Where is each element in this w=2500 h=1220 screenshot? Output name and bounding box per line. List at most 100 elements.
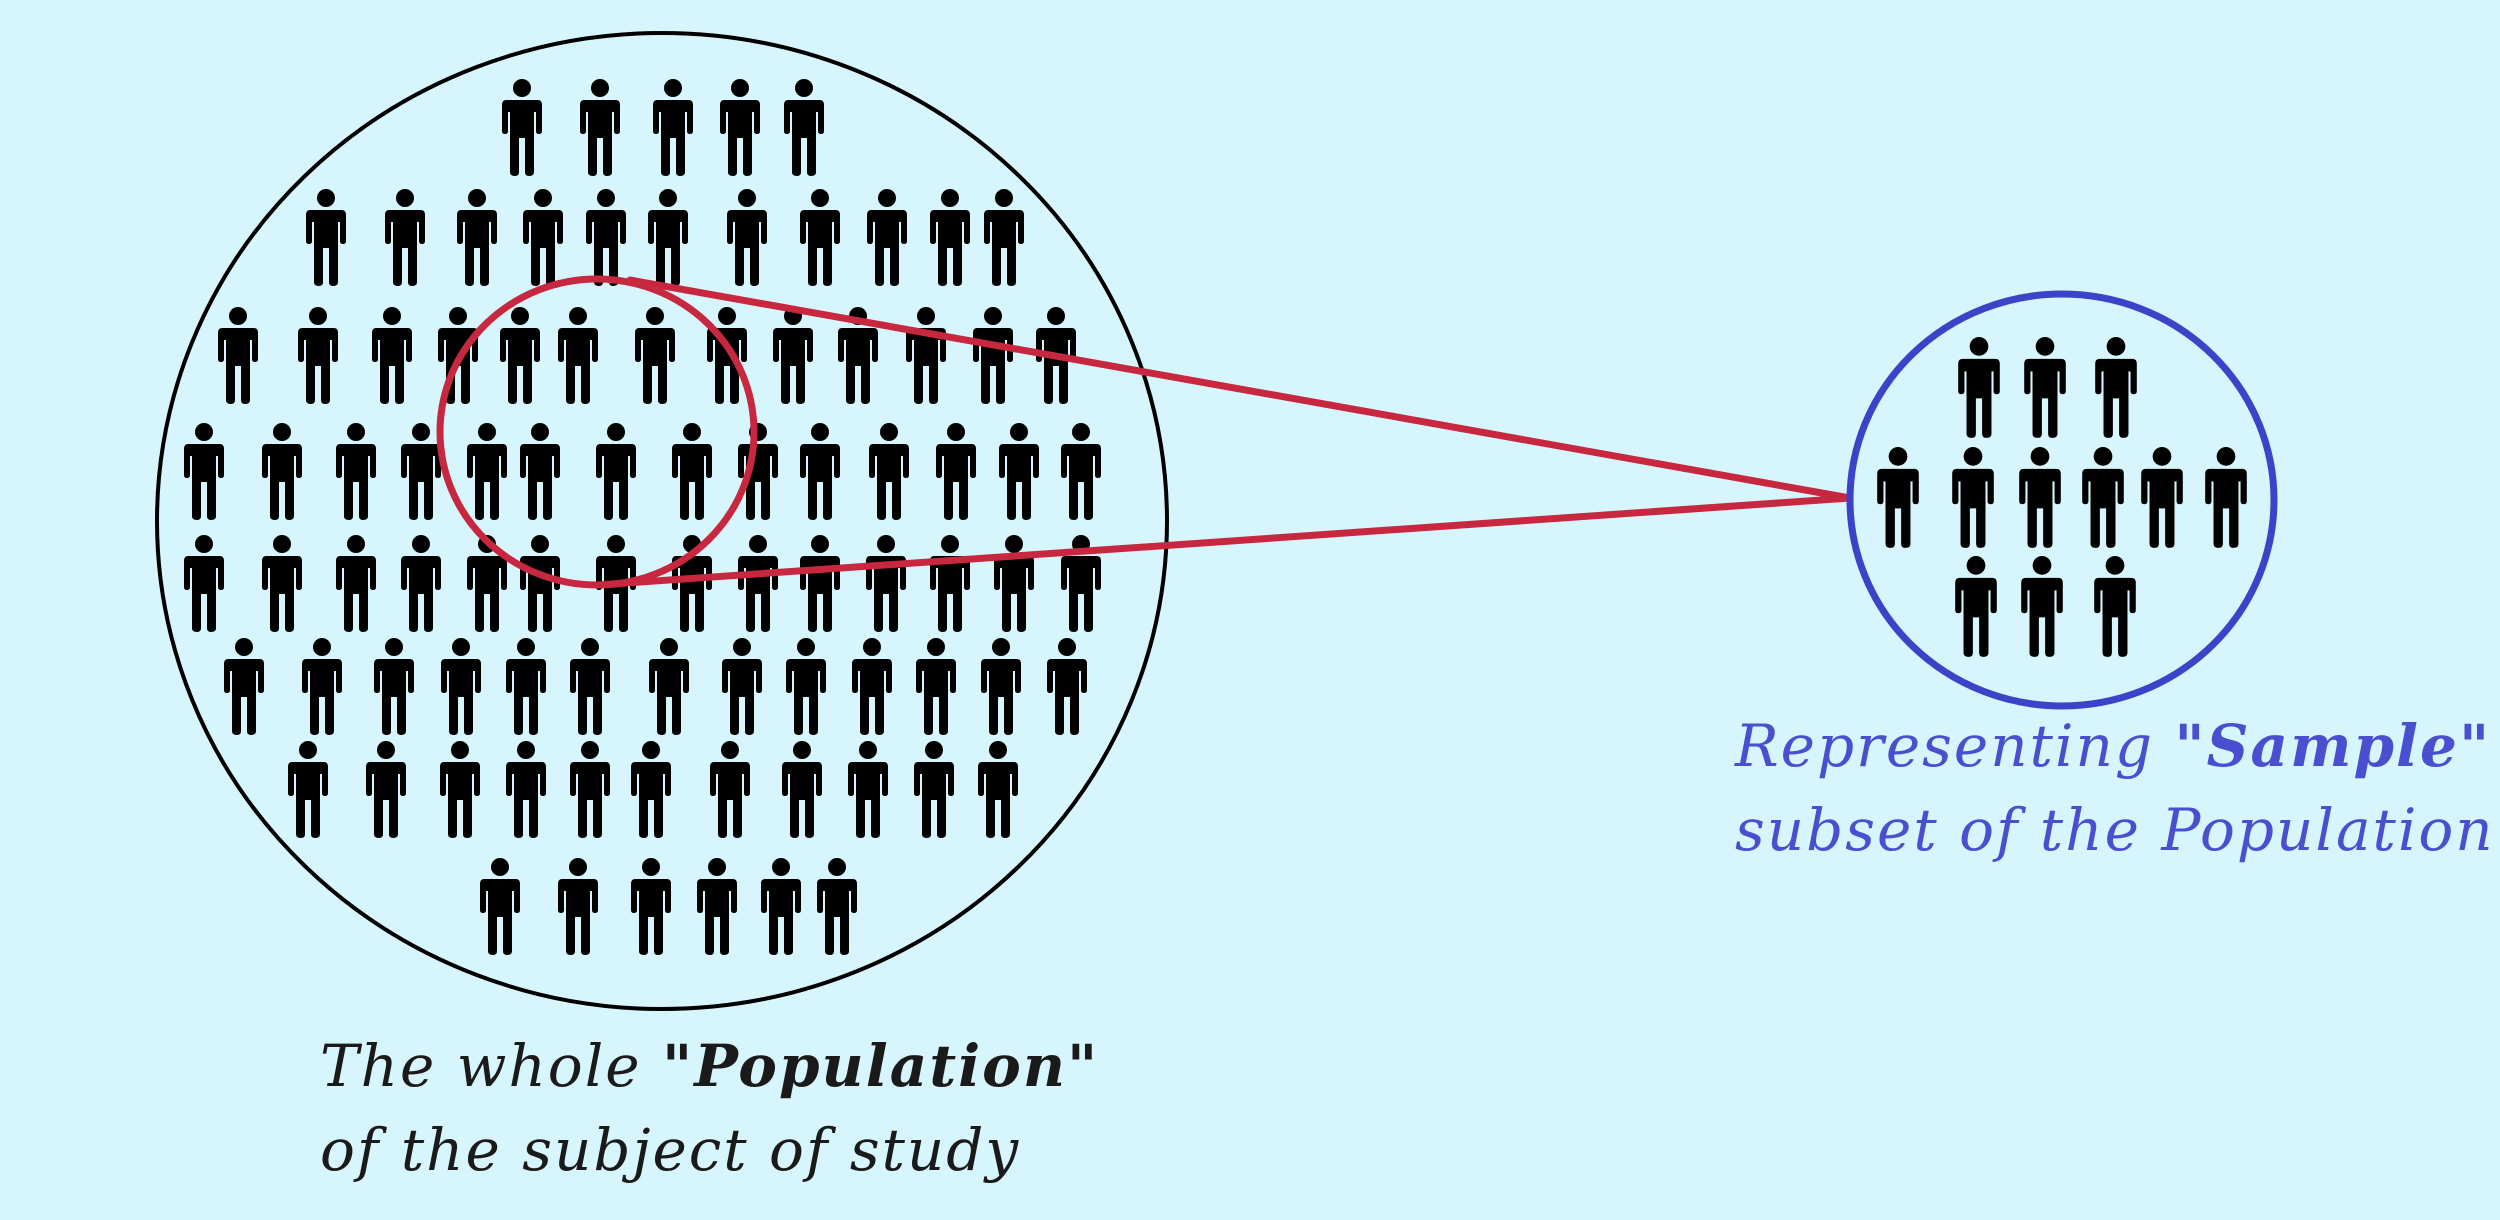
population-person-icon <box>596 423 636 520</box>
population-person-icon <box>580 79 620 176</box>
population-person-icon <box>936 423 976 520</box>
population-person-icon <box>707 307 747 404</box>
sample-person-icon <box>2024 337 2066 438</box>
population-person-icon <box>298 307 338 404</box>
population-person-icon <box>523 189 563 286</box>
sample-circle <box>1846 290 2278 710</box>
population-person-icon <box>800 189 840 286</box>
population-person-icon <box>649 638 689 735</box>
population-caption-term: "Population" <box>662 1032 1100 1100</box>
population-person-icon <box>984 189 1024 286</box>
population-person-icon <box>385 189 425 286</box>
population-person-icon <box>930 535 970 632</box>
population-person-icon <box>262 423 302 520</box>
population-person-icon <box>184 423 224 520</box>
population-person-icon <box>869 423 909 520</box>
population-person-icon <box>441 638 481 735</box>
population-person-icon <box>817 858 857 955</box>
population-person-icon <box>635 307 675 404</box>
population-person-icon <box>653 79 693 176</box>
population-person-icon <box>570 638 610 735</box>
population-person-icon <box>852 638 892 735</box>
population-person-icon <box>648 189 688 286</box>
population-person-icon <box>224 638 264 735</box>
population-person-icon <box>973 307 1013 404</box>
population-caption-line2: of the subject of study <box>320 1116 1021 1184</box>
sample-person-icon <box>2021 556 2063 657</box>
population-person-icon <box>401 535 441 632</box>
sample-person-icon <box>2094 556 2136 657</box>
population-person-icon <box>570 741 610 838</box>
population-person-icon <box>520 535 560 632</box>
sample-person-icon <box>1955 556 1997 657</box>
population-person-icon <box>558 858 598 955</box>
population-person-icon <box>500 307 540 404</box>
population-person-icon <box>867 189 907 286</box>
population-people-group <box>184 79 1101 955</box>
sample-person-icon <box>2095 337 2137 438</box>
population-person-icon <box>994 535 1034 632</box>
sample-person-icon <box>2082 447 2124 548</box>
population-person-icon <box>784 79 824 176</box>
population-person-icon <box>502 79 542 176</box>
population-person-icon <box>336 423 376 520</box>
population-person-icon <box>457 189 497 286</box>
population-person-icon <box>440 741 480 838</box>
population-person-icon <box>981 638 1021 735</box>
population-person-icon <box>506 741 546 838</box>
population-person-icon <box>1047 638 1087 735</box>
population-person-icon <box>930 189 970 286</box>
population-person-icon <box>467 423 507 520</box>
population-person-icon <box>786 638 826 735</box>
sample-selection-circle <box>436 275 758 589</box>
population-caption-line1: The whole "Population" <box>320 1024 1099 1108</box>
population-person-icon <box>480 858 520 955</box>
population-person-icon <box>727 189 767 286</box>
population-person-icon <box>782 741 822 838</box>
population-person-icon <box>773 307 813 404</box>
population-caption: The whole "Population" of the subject of… <box>320 1024 1099 1192</box>
population-person-icon <box>336 535 376 632</box>
population-person-icon <box>914 741 954 838</box>
zoom-connector-top <box>626 276 1854 502</box>
population-person-icon <box>800 423 840 520</box>
sample-person-icon <box>2019 447 2061 548</box>
population-person-icon <box>366 741 406 838</box>
population-person-icon <box>506 638 546 735</box>
population-person-icon <box>586 189 626 286</box>
population-person-icon <box>800 535 840 632</box>
population-circle <box>155 31 1169 1011</box>
population-person-icon <box>631 741 671 838</box>
sample-person-icon <box>1952 447 1994 548</box>
sample-caption-line2: subset of the Population <box>1735 796 2495 864</box>
population-person-icon <box>288 741 328 838</box>
population-person-icon <box>218 307 258 404</box>
population-person-icon <box>978 741 1018 838</box>
population-person-icon <box>262 535 302 632</box>
population-person-icon <box>374 638 414 735</box>
sample-person-icon <box>1877 447 1919 548</box>
population-person-icon <box>302 638 342 735</box>
population-person-icon <box>558 307 598 404</box>
population-person-icon <box>372 307 412 404</box>
sample-person-icon <box>1958 337 2000 438</box>
population-person-icon <box>306 189 346 286</box>
population-person-icon <box>1061 423 1101 520</box>
sample-person-icon <box>2205 447 2247 548</box>
sample-person-icon <box>2141 447 2183 548</box>
population-person-icon <box>401 423 441 520</box>
population-person-icon <box>720 79 760 176</box>
population-person-icon <box>184 535 224 632</box>
population-person-icon <box>631 858 671 955</box>
population-caption-text: The whole <box>320 1032 663 1100</box>
population-person-icon <box>722 638 762 735</box>
population-person-icon <box>761 858 801 955</box>
sample-caption-term: "Sample" <box>2174 712 2492 780</box>
sample-caption: Representing "Sample" subset of the Popu… <box>1735 704 2495 872</box>
population-person-icon <box>738 535 778 632</box>
population-person-icon <box>697 858 737 955</box>
population-person-icon <box>672 423 712 520</box>
sample-caption-text: Representing <box>1735 712 2175 780</box>
sample-people-group <box>1877 337 2247 657</box>
